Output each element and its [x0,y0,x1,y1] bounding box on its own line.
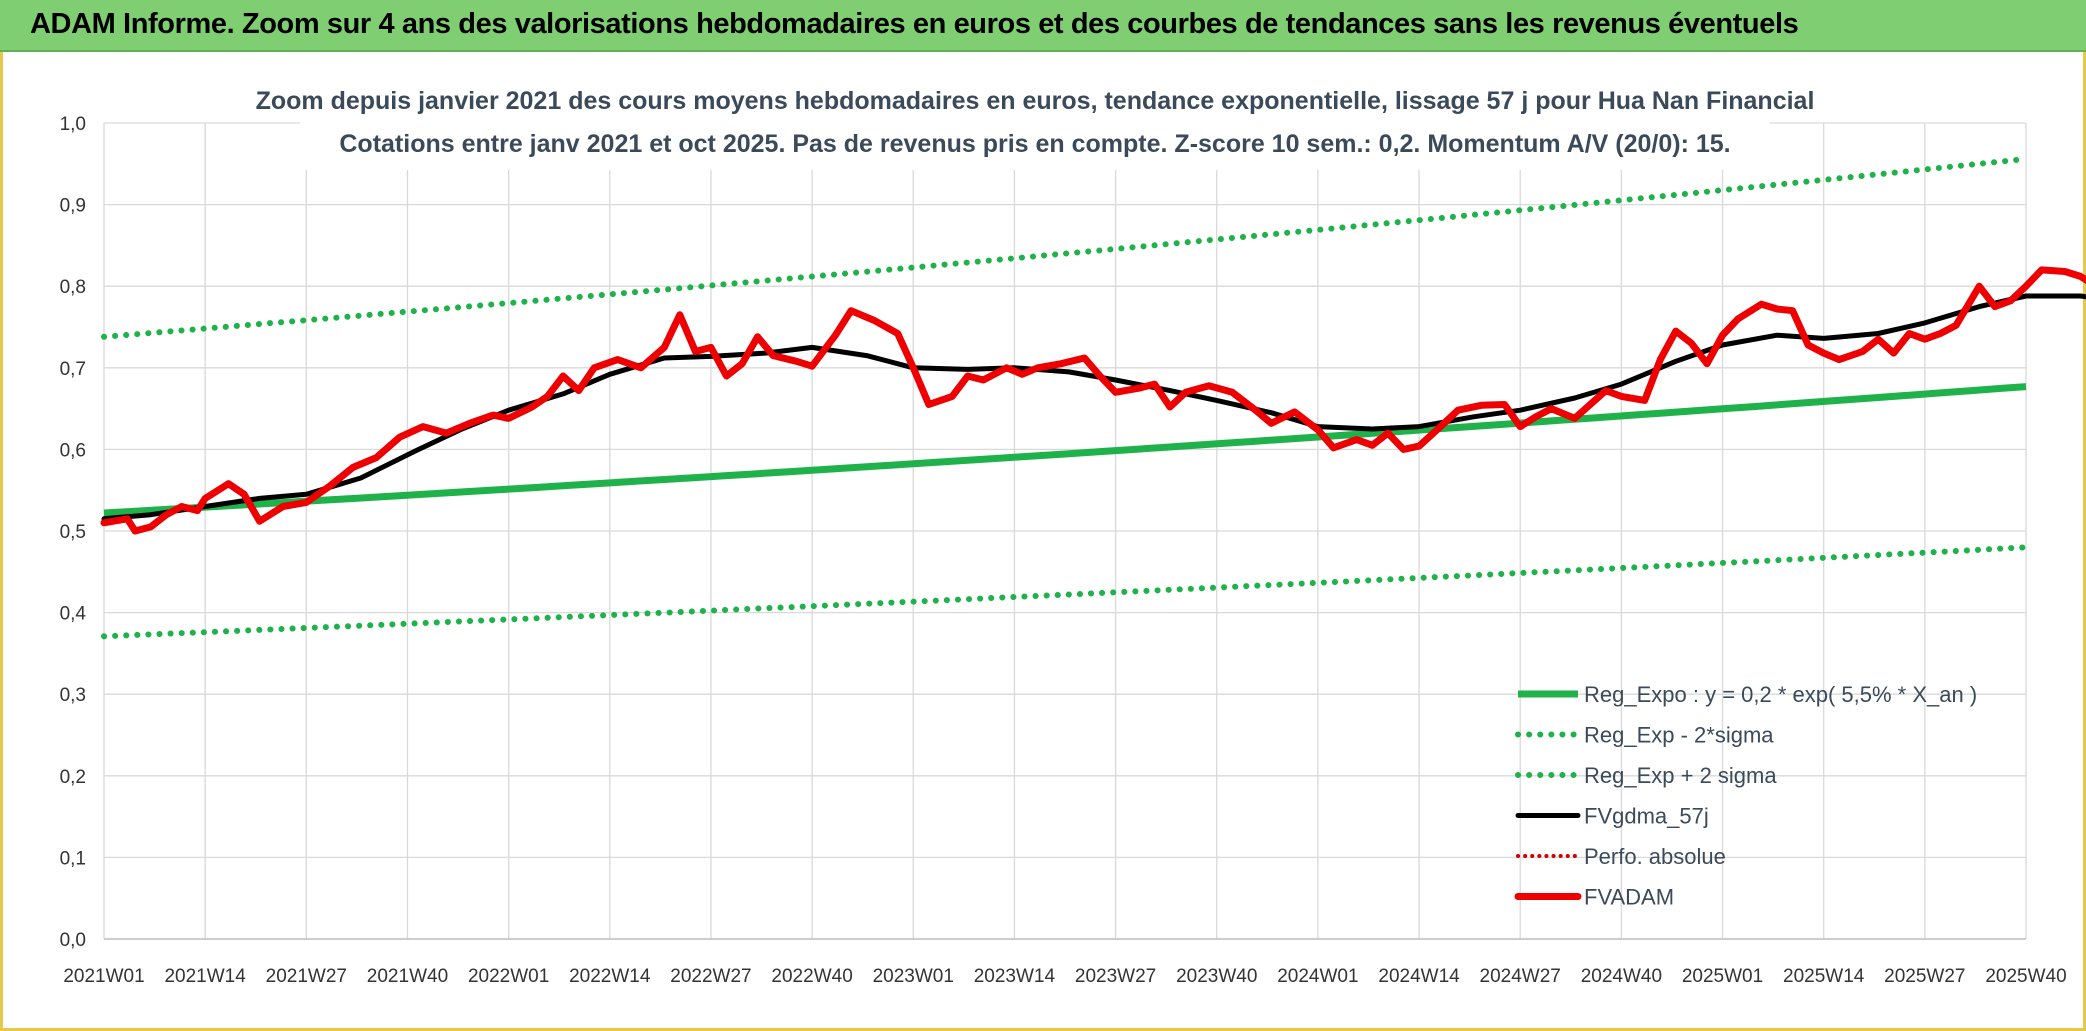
y-tick-label: 0,9 [60,196,86,217]
y-tick-label: 0,8 [60,277,86,298]
report-banner: ADAM Informe. Zoom sur 4 ans des valoris… [0,0,2086,52]
x-tick-label: 2021W27 [266,966,347,987]
legend-label: Reg_Expo : y = 0,2 * exp( 5,5% * X_an ) [1584,682,1977,707]
chart-frame [0,52,2086,1031]
x-tick-label: 2023W01 [873,966,954,987]
legend-item-reg-expo: Reg_Expo : y = 0,2 * exp( 5,5% * X_an ) [1518,682,1977,707]
x-tick-label: 2022W27 [670,966,751,987]
y-tick-label: 0,2 [60,767,86,788]
y-tick-label: 1,0 [60,114,86,135]
x-tick-label: 2021W01 [63,966,144,987]
legend-item-perfo: Perfo. absolue [1516,844,1726,869]
x-tick-label: 2023W27 [1075,966,1156,987]
reg-exp-plus-2sigma-line [101,155,2029,340]
x-tick-label: 2021W14 [164,966,246,987]
report-title: ADAM Informe. Zoom sur 4 ans des valoris… [30,8,1799,40]
legend-label: Reg_Exp + 2 sigma [1584,763,1777,788]
chart-subtitle: Cotations entre janv 2021 et oct 2025. P… [339,130,1730,158]
grid [103,122,2027,940]
y-tick-label: 0,1 [60,848,86,869]
x-axis: 2021W01 2021W14 2021W27 2021W40 2022W01 2022W… [63,966,2066,987]
legend-item-reg-exp-plus: Reg_Exp + 2 sigma [1515,763,1777,788]
y-tick-label: 0,3 [60,685,86,706]
x-tick-label: 2024W40 [1581,966,1662,987]
reg-expo-line [103,383,2027,517]
x-tick-label: 2024W01 [1277,966,1358,987]
x-tick-label: 2025W01 [1682,966,1763,987]
x-tick-label: 2022W14 [569,966,651,987]
x-tick-label: 2025W14 [1783,966,1865,987]
x-tick-label: 2023W14 [974,966,1056,987]
x-tick-label: 2023W40 [1176,966,1257,987]
title-backdrop [300,78,1770,170]
x-tick-label: 2025W27 [1884,966,1965,987]
series-layer [100,155,2086,640]
y-axis: 0,0 0,1 0,2 0,3 0,4 0,5 0,6 0,7 0,8 0,9 1,0 [60,114,87,951]
legend-item-fvadam: FVADAM [1514,885,1674,910]
y-tick-label: 0,4 [60,604,87,625]
x-tick-label: 2022W40 [771,966,852,987]
y-tick-label: 0,5 [60,522,86,543]
x-tick-label: 2022W01 [468,966,549,987]
y-tick-label: 0,6 [60,440,86,461]
legend-item-reg-exp-minus: Reg_Exp - 2*sigma [1515,723,1774,748]
legend-item-fvgdma: FVgdma_57j [1515,804,1709,829]
legend: Reg_Expo : y = 0,2 * exp( 5,5% * X_an ) R… [1514,682,1977,910]
x-tick-label: 2021W40 [367,966,448,987]
legend-label: FVADAM [1584,885,1674,910]
legend-label: Perfo. absolue [1584,844,1726,869]
y-tick-label: 0,0 [60,930,86,951]
legend-label: Reg_Exp - 2*sigma [1584,723,1774,748]
legend-label: FVgdma_57j [1584,804,1709,829]
x-tick-label: 2025W40 [1985,966,2066,987]
chart-title: Zoom depuis janvier 2021 des cours moyen… [256,87,1815,115]
x-tick-label: 2024W27 [1480,966,1561,987]
y-tick-label: 0,7 [60,359,86,380]
x-tick-label: 2024W14 [1378,966,1460,987]
fvadam-line [100,266,2086,535]
reg-exp-minus-2sigma-line [101,544,2029,640]
